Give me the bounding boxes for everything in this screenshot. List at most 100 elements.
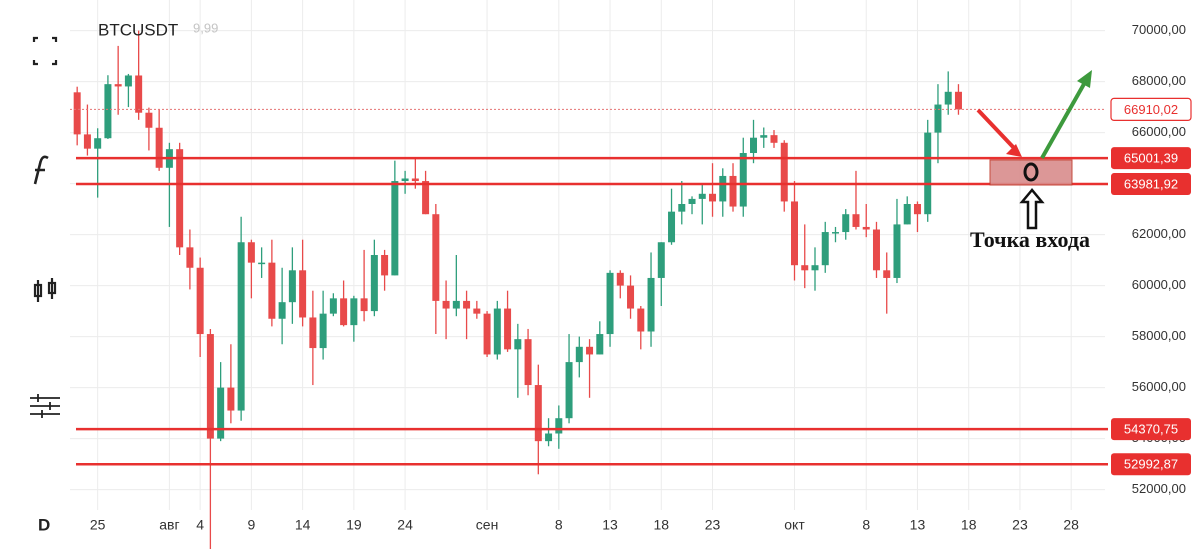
- level-label: 54370,75: [1124, 422, 1178, 437]
- candle-body: [217, 387, 225, 439]
- candles: [73, 30, 962, 549]
- x-tick-label: 9: [247, 517, 255, 533]
- x-tick-label: 25: [90, 517, 106, 533]
- arrow-up-head: [1077, 70, 1092, 88]
- current-price-box: [1110, 97, 1192, 121]
- x-tick-label: 13: [910, 517, 926, 533]
- candle-body: [801, 265, 809, 271]
- candle-body: [83, 134, 91, 149]
- candle-body: [729, 175, 737, 207]
- x-tick-label: 8: [862, 517, 870, 533]
- candle-body: [709, 193, 717, 202]
- candle-body: [319, 313, 327, 349]
- interval[interactable]: D: [38, 515, 50, 534]
- candle-body: [206, 334, 214, 439]
- level-box: [1111, 173, 1191, 196]
- candle-body: [862, 226, 870, 230]
- candle-body: [370, 255, 378, 312]
- candle-body: [504, 308, 512, 350]
- y-tick-label: 52000,00: [1132, 481, 1186, 496]
- candle-body: [329, 298, 337, 314]
- x-tick-label: 18: [653, 517, 669, 533]
- x-tick-label: 4: [196, 517, 204, 533]
- candle-body: [739, 153, 747, 207]
- candle-body: [791, 201, 798, 266]
- candle-body: [155, 127, 163, 168]
- candle-body: [852, 214, 860, 227]
- x-tick-label: 23: [705, 517, 721, 533]
- candle-body: [842, 214, 850, 233]
- candle-body: [176, 149, 184, 248]
- indicator-icon[interactable]: [33, 155, 49, 185]
- level-label: 65001,39: [1124, 151, 1178, 166]
- arrow-down: [976, 108, 1016, 150]
- candle-body: [831, 232, 839, 234]
- annotation: Точка входа: [970, 70, 1092, 252]
- arrow-hollow: [1019, 188, 1045, 230]
- candle-body: [934, 104, 942, 133]
- arrow-up: [1040, 83, 1086, 159]
- candle-body: [883, 270, 891, 278]
- level-box: [1111, 418, 1191, 441]
- y-tick-label: 56000,00: [1132, 379, 1186, 394]
- candle-body: [565, 362, 573, 419]
- candle-body: [903, 204, 911, 225]
- x-tick-label: 24: [397, 517, 413, 533]
- candle-body: [145, 112, 153, 128]
- candle-body: [237, 242, 245, 411]
- overlay: 70000,0068000,0066000,0064000,0062000,00…: [70, 22, 1192, 533]
- x-tick-label: авг: [159, 517, 179, 533]
- y-tick-label: 60000,00: [1132, 277, 1186, 292]
- y-tick-label: 62000,00: [1132, 226, 1186, 241]
- candle-body: [514, 339, 522, 350]
- candle-body: [811, 265, 819, 271]
- annotation-text: Точка входа: [970, 227, 1090, 252]
- candle-body: [647, 277, 655, 332]
- level-box: [1111, 147, 1191, 170]
- x-tick-label: 23: [1012, 517, 1028, 533]
- candle-body: [668, 211, 676, 243]
- candle-body: [73, 92, 81, 135]
- candle-body: [944, 91, 952, 105]
- candle-body: [299, 270, 307, 318]
- candle-body: [360, 298, 368, 312]
- toolbar: [30, 36, 60, 418]
- level-box: [1111, 453, 1191, 476]
- candle-body: [688, 198, 696, 204]
- candle-body: [268, 262, 276, 319]
- candle-body: [780, 142, 788, 202]
- level-label: 63981,92: [1124, 176, 1178, 191]
- y-tick-label: 70000,00: [1132, 22, 1186, 37]
- settings-icon[interactable]: [30, 394, 60, 418]
- fullscreen-icon[interactable]: [32, 36, 58, 66]
- candle-body: [135, 75, 143, 113]
- x-tick-label: 28: [1063, 517, 1079, 533]
- x-tick-label: 14: [295, 517, 311, 533]
- candle-body: [278, 302, 286, 319]
- x-tick-label: 18: [961, 517, 977, 533]
- candle-body: [196, 267, 204, 335]
- candle-body: [340, 298, 348, 326]
- chart-title: BTCUSDT: [98, 20, 178, 39]
- candle-body: [606, 272, 614, 335]
- candle-body: [186, 247, 194, 268]
- x-tick-label: 8: [555, 517, 563, 533]
- candle-body: [401, 178, 409, 182]
- candle-body: [698, 193, 706, 199]
- candle-body: [114, 84, 122, 87]
- chart-type-icon[interactable]: [33, 278, 57, 302]
- entry-point: [1023, 162, 1039, 182]
- candle-body: [575, 346, 583, 363]
- y-tick-label: 66000,00: [1132, 124, 1186, 139]
- candle-body: [719, 175, 727, 202]
- candle-body: [288, 270, 296, 303]
- candle-body: [258, 262, 266, 265]
- candle-body: [637, 308, 645, 332]
- candle-body: [760, 135, 768, 138]
- candle-body: [657, 242, 665, 278]
- candle-body: [821, 232, 829, 266]
- candle-body: [770, 135, 778, 143]
- candle-body: [924, 132, 932, 215]
- candle-body: [227, 387, 235, 411]
